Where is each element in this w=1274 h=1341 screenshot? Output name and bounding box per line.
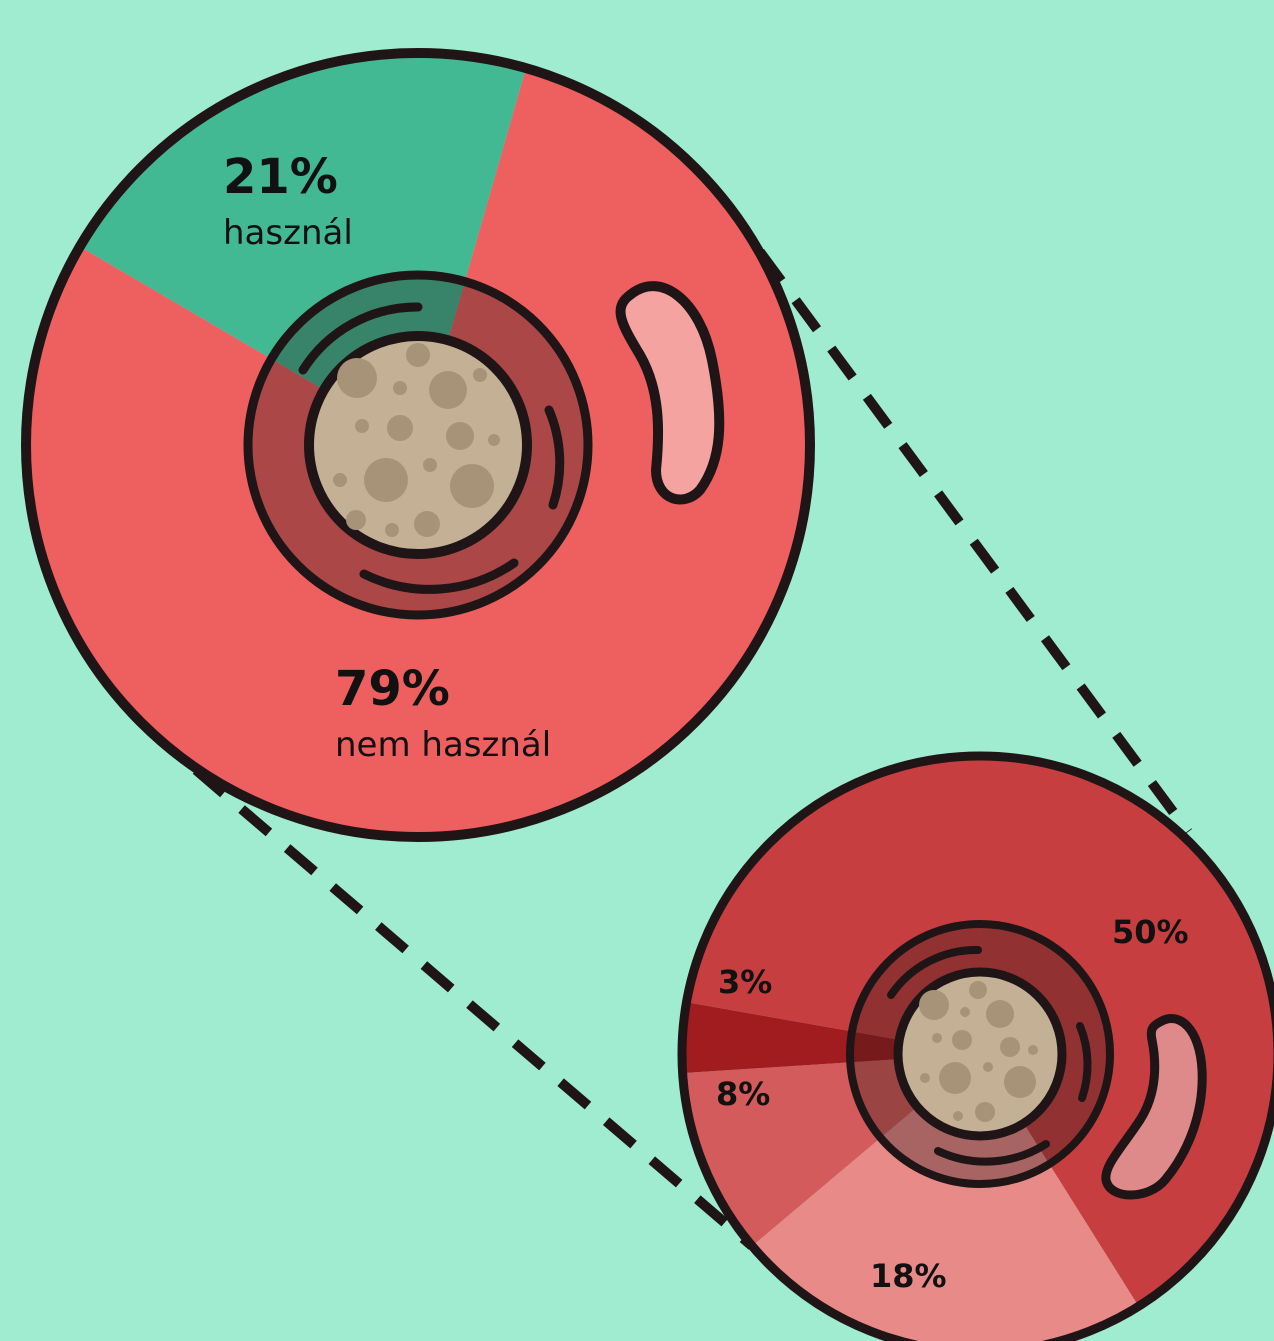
breakdown-pie-swirl-lower xyxy=(934,1140,1050,1166)
main-pie-swirl-right xyxy=(544,405,565,510)
main-pie-highlight-shape xyxy=(615,281,725,505)
main-pie-labels: 21% használ 79% nem használ xyxy=(223,149,551,765)
hub-spot xyxy=(952,1030,972,1050)
hub-spot xyxy=(1028,1045,1038,1055)
slice-label-18: 18% xyxy=(870,1257,947,1295)
slice-label-50: 50% xyxy=(1112,913,1189,951)
hub-spot xyxy=(986,1000,1014,1028)
breakdown-pie: 50% 18% 8% 3% xyxy=(677,751,1274,1341)
breakdown-pie-hub-spots xyxy=(919,981,1038,1122)
breakdown-pie-swirl-upper xyxy=(887,945,982,999)
slice-label-hasznal-desc: használ xyxy=(223,213,353,253)
hub-spot xyxy=(387,415,413,441)
hub-spot xyxy=(939,1062,971,1094)
hub-spot xyxy=(429,371,467,409)
hub-spot xyxy=(337,358,377,398)
hub-spot xyxy=(983,1062,993,1072)
hub-spot xyxy=(364,458,408,502)
hub-spot xyxy=(423,458,437,472)
hub-spot xyxy=(1000,1037,1020,1057)
hub-spot xyxy=(346,510,366,530)
main-pie: 21% használ 79% nem használ xyxy=(21,48,815,842)
breakdown-pie-center xyxy=(846,920,1114,1188)
slice-label-8: 8% xyxy=(716,1075,770,1113)
hub-spot xyxy=(953,1111,963,1121)
hub-spot xyxy=(333,473,347,487)
hub-spot xyxy=(1004,1066,1036,1098)
main-pie-hub-spots xyxy=(333,343,500,537)
main-pie-swirl-lower xyxy=(359,558,519,594)
breakdown-pie-labels: 50% 18% 8% 3% xyxy=(716,913,1189,1295)
main-pie-center xyxy=(243,270,593,620)
slice-label-3: 3% xyxy=(718,963,772,1001)
hub-spot xyxy=(488,434,500,446)
slice-label-nem-hasznal-pct: 79% xyxy=(335,661,450,717)
hub-spot xyxy=(969,981,987,999)
breakdown-pie-highlight-shape xyxy=(1101,1014,1207,1200)
hub-spot xyxy=(385,523,399,537)
breakdown-pie-outline xyxy=(677,751,1274,1341)
zoom-connector-line-top xyxy=(755,249,1193,835)
hub-spot xyxy=(473,368,487,382)
hub-spot xyxy=(450,464,494,508)
zoom-connector xyxy=(192,249,1193,1250)
breakdown-pie-slice-1 xyxy=(746,1054,1143,1341)
hub-spot xyxy=(393,381,407,395)
main-pie-swirl-upper xyxy=(298,302,423,375)
main-pie-outline xyxy=(21,48,815,842)
hub-spot xyxy=(446,422,474,450)
breakdown-pie-swirl-right xyxy=(1076,1022,1092,1102)
zoom-connector-line-bottom xyxy=(192,766,756,1250)
hub-spot xyxy=(975,1102,995,1122)
hub-spot xyxy=(919,990,949,1020)
slice-label-hasznal-pct: 21% xyxy=(223,149,338,205)
hub-spot xyxy=(355,419,369,433)
hub-spot xyxy=(932,1033,942,1043)
slice-label-nem-hasznal-desc: nem használ xyxy=(335,725,551,765)
breakdown-pie-slice-2 xyxy=(682,1054,980,1252)
hub-spot xyxy=(406,343,430,367)
hub-spot xyxy=(920,1073,930,1083)
hub-spot xyxy=(414,511,440,537)
hub-spot xyxy=(960,1007,970,1017)
